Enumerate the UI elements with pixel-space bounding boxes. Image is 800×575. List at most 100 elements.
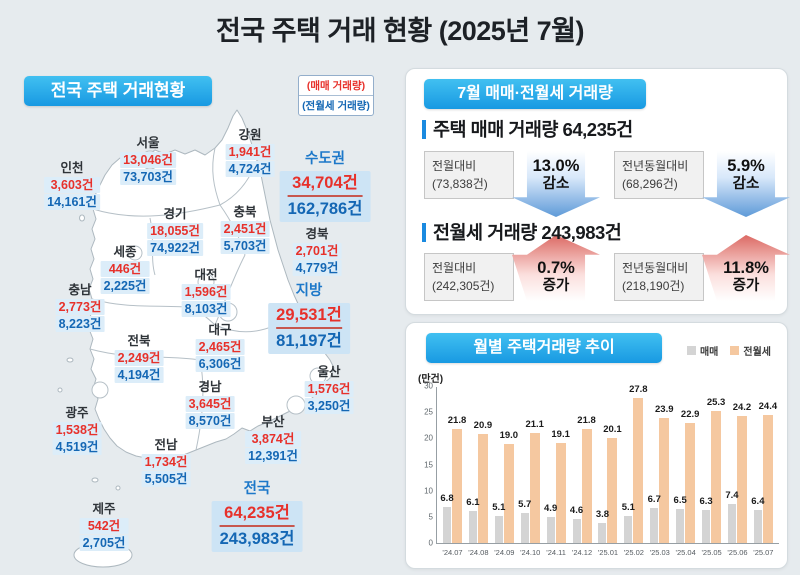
chart-legend: 매매 전월세 <box>686 343 771 358</box>
rent-bar <box>736 416 747 543</box>
region-name: 경북 <box>305 227 329 241</box>
bar-group: 4.6 21.8 '24.12 <box>570 387 596 557</box>
region-sale-value: 2,465건 <box>195 339 245 355</box>
region-rent-value: 4,519건 <box>52 439 102 455</box>
sale-value-label: 7.4 <box>725 490 739 502</box>
sale-bar <box>494 516 503 543</box>
total-name: 지방 <box>295 283 323 299</box>
region-rent-value: 6,306건 <box>195 356 245 372</box>
change-percent: 0.7% <box>537 259 575 277</box>
sale-value-label: 6.7 <box>647 493 661 505</box>
region-rent-value: 8,570건 <box>185 413 235 429</box>
decrease-arrow-icon: 5.9% 감소 <box>702 151 790 217</box>
region-label: 대전 1,596건 8,103건 <box>181 264 231 317</box>
sale-value-label: 5.7 <box>518 499 532 511</box>
region-sale-value: 1,941건 <box>225 144 275 160</box>
rent-bar <box>452 428 462 543</box>
region-rent-value: 3,250건 <box>304 398 354 414</box>
region-name: 전남 <box>154 438 178 452</box>
rent-value-label: 27.8 <box>629 383 648 395</box>
region-label: 경남 3,645건 8,570건 <box>185 376 235 429</box>
region-name: 경남 <box>198 380 222 394</box>
chart-unit-label: (만건) <box>418 374 444 385</box>
total-name: 수도권 <box>304 151 346 167</box>
region-rent-value: 2,225건 <box>100 278 150 294</box>
change-percent: 11.8% <box>723 259 769 277</box>
sale-bar <box>443 507 451 543</box>
x-axis-label: '24.12 <box>571 548 593 557</box>
bar-group: 6.1 20.9 '24.08 <box>466 387 492 557</box>
bar-pair <box>546 443 566 543</box>
region-sale-value: 1,538건 <box>52 422 102 438</box>
bar-pair <box>572 428 592 543</box>
sale-bar <box>520 513 529 543</box>
region-sale-value: 18,055건 <box>147 223 203 239</box>
sale-bar <box>598 523 607 543</box>
region-label: 경기 18,055건 74,922건 <box>147 203 203 256</box>
comparison-label: 전월대비 <box>432 261 477 275</box>
comparison-label: 전월대비 <box>432 159 477 173</box>
bar-group: 7.4 24.2 '25.06 <box>725 387 751 557</box>
rent-bar <box>711 410 722 543</box>
change-percent: 13.0% <box>532 157 580 175</box>
region-label: 부산 3,874건 12,391건 <box>245 411 301 464</box>
region-rent-value: 8,223건 <box>55 316 105 332</box>
rent-bar <box>555 443 566 543</box>
total-rent-value: 243,983건 <box>219 530 295 548</box>
region-name: 강원 <box>238 128 262 142</box>
comparison-box: 전월대비 (242,305건) <box>424 253 514 301</box>
region-label: 광주 1,538건 4,519건 <box>52 402 102 455</box>
bar-group: 4.9 19.1 '24.11 <box>544 387 570 557</box>
bar-pair <box>702 410 722 543</box>
legend-swatch <box>686 346 696 355</box>
sale-value-label: 6.4 <box>751 495 765 507</box>
legend-swatch <box>730 346 740 355</box>
sale-bar <box>727 504 736 543</box>
region-sale-value: 2,249건 <box>114 350 164 366</box>
bar-group: 6.7 23.9 '25.03 <box>647 387 674 557</box>
comparison-base-value: (242,305건) <box>432 279 495 293</box>
bar-group: 6.4 24.4 '25.07 <box>751 387 777 557</box>
korea-map-section: 전국 주택 거래현황 (매매 거래량) (전월세 거래량) 서울 13,046건 7… <box>0 60 400 575</box>
x-axis-label: '25.03 <box>649 548 670 557</box>
bar-chart: 0 5 10 15 20 25 30 6.8 21.8'24.07 6.1 20.9'24.08 5.… <box>424 382 779 557</box>
decrease-arrow-icon: 13.0% 감소 <box>512 151 600 217</box>
region-sale-value: 542건 <box>79 518 129 534</box>
region-name: 충남 <box>68 283 92 297</box>
region-label: 전북 2,249건 4,194건 <box>114 330 164 383</box>
y-axis-tick: 20 <box>424 433 433 443</box>
total-rent-value: 81,197건 <box>276 332 342 350</box>
sejong-region <box>127 245 143 261</box>
total-values: 64,235건 243,983건 <box>211 501 303 552</box>
comparison-base-value: (73,838건) <box>432 177 488 191</box>
monthly-trend-panel: 월별 주택거래량 추이 매매 전월세 (만건) 0 5 10 15 20 25 30 6.8 21… <box>405 322 788 569</box>
total-sale-value: 64,235건 <box>219 503 295 527</box>
region-sale-value: 1,734건 <box>141 454 191 470</box>
region-name: 제주 <box>92 502 116 516</box>
x-axis-label: '24.08 <box>468 548 489 557</box>
region-rent-value: 2,705건 <box>79 535 129 551</box>
region-rent-value: 14,161건 <box>44 194 100 210</box>
region-name: 전북 <box>127 334 151 348</box>
region-label: 제주 542건 2,705건 <box>79 498 129 551</box>
bar-group: 6.8 21.8 '24.07 <box>440 387 466 557</box>
comparison-base-value: (68,296건) <box>622 177 678 191</box>
sale-bar <box>753 509 762 543</box>
map-legend: (매매 거래량) (전월세 거래량) <box>298 75 374 116</box>
x-axis-label: '24.09 <box>494 548 515 557</box>
region-name: 대구 <box>208 323 232 337</box>
rent-bar <box>659 417 670 543</box>
comparison-box: 전년동월대비 (218,190건) <box>614 253 704 301</box>
x-axis-label: '24.07 <box>442 548 463 557</box>
region-label: 대구 2,465건 6,306건 <box>195 319 245 372</box>
rent-bar <box>477 433 488 543</box>
x-axis-label: '25.07 <box>753 548 774 557</box>
map-section-header: 전국 주택 거래현황 <box>24 76 212 106</box>
stat-group: 전월대비 (73,838건) 13.0% 감소 <box>424 151 600 217</box>
y-axis-tick: 10 <box>424 486 433 496</box>
rent-value-label: 23.9 <box>655 403 674 415</box>
section-title-text: 주택 매매 거래량 64,235건 <box>433 119 633 140</box>
sale-bar <box>624 516 633 543</box>
legend-item: 매매 <box>686 343 718 358</box>
region-sale-value: 446건 <box>100 261 150 277</box>
